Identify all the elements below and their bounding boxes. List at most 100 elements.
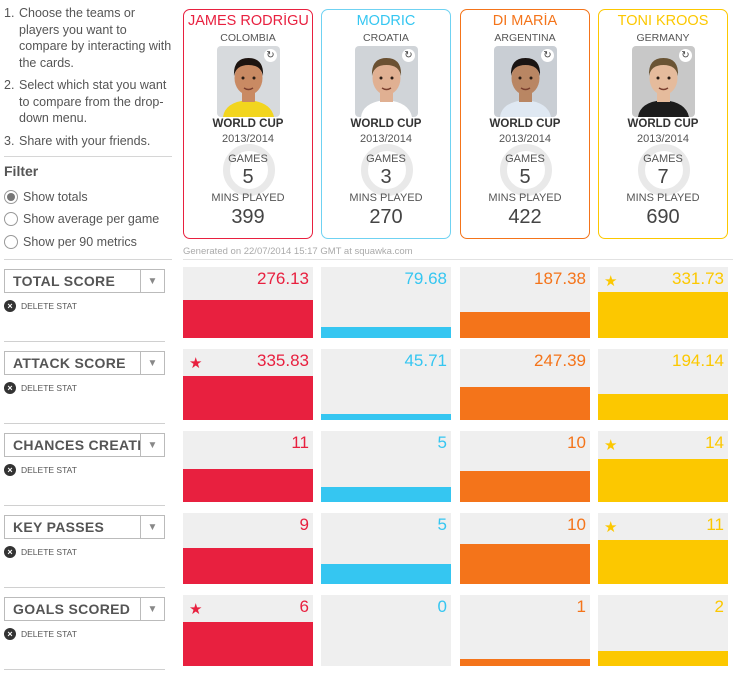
games-ring xyxy=(638,144,690,196)
delete-stat-button[interactable]: × DELETE STAT xyxy=(4,628,77,640)
radio-button[interactable] xyxy=(4,235,18,249)
season: 2013/2014 xyxy=(499,133,551,145)
dropdown-arrow-icon[interactable]: ▼ xyxy=(140,434,164,456)
stat-select[interactable]: TOTAL SCORE ▼ xyxy=(4,269,165,293)
player-card[interactable]: JAMES RODRÍGU COLOMBIA ↻ WORLD CUP 2013/2014… xyxy=(183,9,313,239)
divider xyxy=(4,156,172,157)
player-card[interactable]: MODRIC CROATIA ↻ WORLD CUP 2013/2014 GAMES 3 MI… xyxy=(321,9,451,239)
stat-cell: 5 xyxy=(321,513,451,584)
player-name: MODRIC xyxy=(356,13,416,29)
refresh-icon[interactable]: ↻ xyxy=(402,49,415,62)
stat-bar xyxy=(183,376,313,420)
filter-option-label: Show per 90 metrics xyxy=(23,235,137,249)
filter-option-average[interactable]: Show average per game xyxy=(4,212,159,226)
dropdown-arrow-icon[interactable]: ▼ xyxy=(140,352,164,374)
games-ring xyxy=(361,144,413,196)
mins-value: 399 xyxy=(231,206,265,228)
stat-cell: 6 ★ xyxy=(183,595,313,666)
delete-stat-label: DELETE STAT xyxy=(21,629,77,639)
stat-value: 10 xyxy=(567,433,586,452)
divider xyxy=(4,423,165,424)
stat-bar xyxy=(460,312,590,338)
stat-select[interactable]: GOALS SCORED ▼ xyxy=(4,597,165,621)
stat-bar xyxy=(598,292,728,338)
mins-label: MINS PLAYED xyxy=(211,192,285,204)
stat-value: 335.83 xyxy=(257,351,309,370)
stat-select[interactable]: ATTACK SCORE ▼ xyxy=(4,351,165,375)
stat-select-label: TOTAL SCORE xyxy=(13,273,116,289)
delete-stat-label: DELETE STAT xyxy=(21,383,77,393)
delete-stat-label: DELETE STAT xyxy=(21,301,77,311)
games-ring xyxy=(500,144,552,196)
games-label: GAMES xyxy=(505,153,545,165)
player-photo[interactable]: ↻ xyxy=(217,46,280,117)
mins-label: MINS PLAYED xyxy=(349,192,423,204)
mins-value: 422 xyxy=(508,206,542,228)
player-name: DI MARÍA xyxy=(492,13,558,29)
competition: WORLD CUP xyxy=(212,118,284,130)
stat-bar xyxy=(321,327,451,338)
divider xyxy=(4,259,172,260)
radio-button[interactable] xyxy=(4,212,18,226)
stat-value: 5 xyxy=(437,515,447,534)
divider xyxy=(4,669,165,670)
instructions: 1. Choose the teams or players you want … xyxy=(4,5,172,155)
games-ring xyxy=(223,144,275,196)
player-name: TONI KROOS xyxy=(617,13,709,29)
filter-option-per90[interactable]: Show per 90 metrics xyxy=(4,235,137,249)
delete-stat-button[interactable]: × DELETE STAT xyxy=(4,300,77,312)
season: 2013/2014 xyxy=(360,133,412,145)
radio-button[interactable] xyxy=(4,190,18,204)
stat-bar xyxy=(598,394,728,420)
stat-bar xyxy=(460,544,590,584)
player-card[interactable]: DI MARÍA ARGENTINA ↻ WORLD CUP 2013/2014 GAME… xyxy=(460,9,590,239)
stat-bar xyxy=(460,659,590,666)
star-icon: ★ xyxy=(604,273,618,290)
generated-note: Generated on 22/07/2014 15:17 GMT at squ… xyxy=(183,246,413,257)
close-icon: × xyxy=(4,464,16,476)
stat-bar xyxy=(321,487,451,502)
stat-select[interactable]: KEY PASSES ▼ xyxy=(4,515,165,539)
dropdown-arrow-icon[interactable]: ▼ xyxy=(140,270,164,292)
instruction-step: 1. Choose the teams or players you want … xyxy=(4,5,172,71)
filter-option-totals[interactable]: Show totals xyxy=(4,190,88,204)
stat-bar xyxy=(183,622,313,666)
divider xyxy=(183,259,733,260)
competition: WORLD CUP xyxy=(489,118,561,130)
instruction-step: 3. Share with your friends. xyxy=(4,133,172,150)
player-photo[interactable]: ↻ xyxy=(632,46,695,117)
divider xyxy=(4,587,165,588)
stat-bar xyxy=(598,540,728,584)
close-icon: × xyxy=(4,382,16,394)
delete-stat-label: DELETE STAT xyxy=(21,547,77,557)
refresh-icon[interactable]: ↻ xyxy=(541,49,554,62)
stat-select-label: CHANCES CREATED xyxy=(13,437,140,453)
stat-value: 6 xyxy=(299,597,309,616)
dropdown-arrow-icon[interactable]: ▼ xyxy=(140,516,164,538)
games-value: 7 xyxy=(657,166,669,188)
stat-bar xyxy=(321,564,451,584)
delete-stat-button[interactable]: × DELETE STAT xyxy=(4,382,77,394)
close-icon: × xyxy=(4,628,16,640)
stat-value: 276.13 xyxy=(257,269,309,288)
refresh-icon[interactable]: ↻ xyxy=(679,49,692,62)
season: 2013/2014 xyxy=(637,133,689,145)
stat-cell: 276.13 xyxy=(183,267,313,338)
player-photo[interactable]: ↻ xyxy=(494,46,557,117)
player-card[interactable]: TONI KROOS GERMANY ↻ WORLD CUP 2013/2014 GAME… xyxy=(598,9,728,239)
games-label: GAMES xyxy=(643,153,683,165)
player-photo[interactable]: ↻ xyxy=(355,46,418,117)
stat-value: 331.73 xyxy=(672,269,724,288)
stat-bar xyxy=(183,469,313,502)
stat-value: 247.39 xyxy=(534,351,586,370)
delete-stat-button[interactable]: × DELETE STAT xyxy=(4,464,77,476)
stat-select[interactable]: CHANCES CREATED▼ xyxy=(4,433,165,457)
stat-bar xyxy=(460,387,590,420)
star-icon: ★ xyxy=(604,519,618,536)
stat-value: 14 xyxy=(705,433,724,452)
refresh-icon[interactable]: ↻ xyxy=(264,49,277,62)
dropdown-arrow-icon[interactable]: ▼ xyxy=(140,598,164,620)
stat-cell: 187.38 xyxy=(460,267,590,338)
filter-title: Filter xyxy=(4,163,39,179)
delete-stat-button[interactable]: × DELETE STAT xyxy=(4,546,77,558)
